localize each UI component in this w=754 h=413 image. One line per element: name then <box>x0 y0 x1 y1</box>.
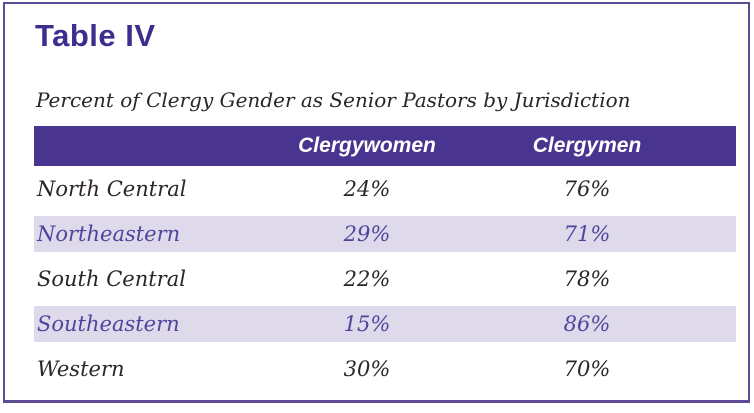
clergymen-value: 78% <box>563 266 611 291</box>
clergymen-value: 70% <box>563 356 611 381</box>
jurisdiction-label: South Central <box>37 266 186 291</box>
table-row: Southeastern 15% 86% <box>34 301 736 346</box>
table-row: South Central 22% 78% <box>34 256 736 301</box>
jurisdiction-label: Southeastern <box>37 312 180 336</box>
clergywomen-value: 30% <box>343 356 391 381</box>
page-title: Table IV <box>35 18 156 53</box>
table-header-row: Clergywomen Clergymen <box>34 126 736 166</box>
clergywomen-value: 29% <box>343 222 391 246</box>
jurisdiction-label: Western <box>37 356 125 381</box>
jurisdiction-table: Clergywomen Clergymen North Central 24% … <box>34 126 736 391</box>
table-row: Western 30% 70% <box>34 346 736 391</box>
clergymen-value: 76% <box>563 176 611 201</box>
jurisdiction-label: North Central <box>37 176 187 201</box>
clergymen-value: 71% <box>563 222 611 246</box>
table-row: Northeastern 29% 71% <box>34 211 736 256</box>
header-cell-clergymen: Clergymen <box>532 134 642 157</box>
clergywomen-value: 22% <box>343 266 391 291</box>
header-cell-clergywomen: Clergywomen <box>298 134 436 157</box>
clergywomen-value: 15% <box>343 312 391 336</box>
table-card: Table IV Percent of Clergy Gender as Sen… <box>3 2 750 403</box>
clergywomen-value: 24% <box>343 176 391 201</box>
table-body: North Central 24% 76% Northeastern 29% 7… <box>34 166 736 391</box>
table-row: North Central 24% 76% <box>34 166 736 211</box>
table-caption: Percent of Clergy Gender as Senior Pasto… <box>36 88 631 112</box>
clergymen-value: 86% <box>563 312 611 336</box>
jurisdiction-label: Northeastern <box>37 222 181 246</box>
